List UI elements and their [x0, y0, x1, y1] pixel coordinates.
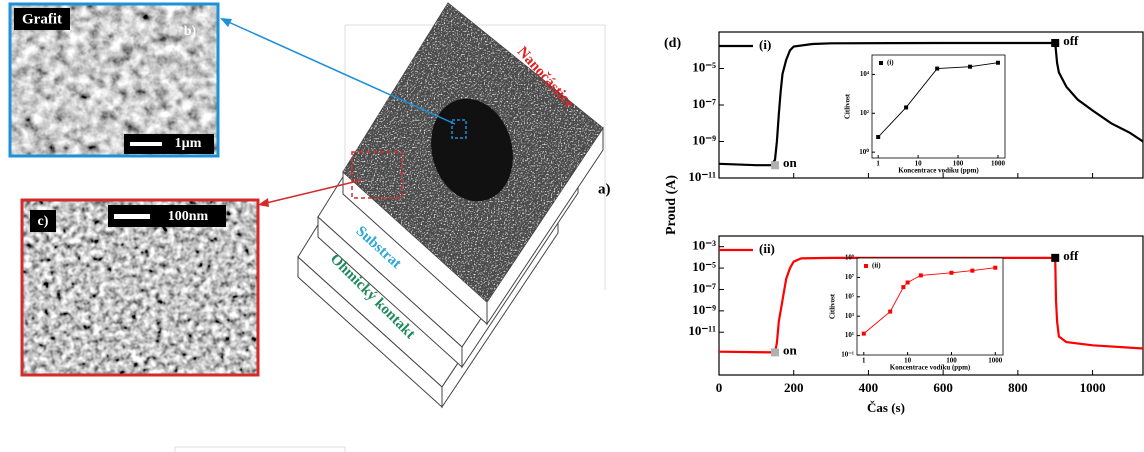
legend-label: (ii) [759, 241, 775, 256]
y-tick-label: 10⁻¹ [841, 351, 854, 359]
data-point [905, 280, 910, 285]
x-tick-label: 1 [876, 160, 880, 168]
y-tick-label: 10⁴ [860, 70, 870, 78]
data-point [861, 331, 866, 336]
y-axis-label: Proud (A) [664, 175, 679, 235]
data-point [876, 135, 881, 140]
plot-frame [718, 31, 1144, 179]
plot-frame [856, 257, 1004, 356]
legend-marker [879, 61, 883, 65]
data-point [949, 270, 954, 275]
x-tick-label: 100 [953, 160, 964, 168]
legend-label: (i) [759, 37, 771, 52]
state-label: off [1063, 33, 1079, 48]
x-tick-label: 1000 [1080, 380, 1106, 395]
state-marker [771, 348, 780, 357]
y-axis-label: Citlivost [844, 93, 852, 119]
data-point [901, 285, 906, 290]
x-tick-label: 1 [862, 357, 866, 365]
y-tick-label: 10⁻⁹ [692, 302, 716, 317]
data-point [970, 268, 975, 273]
y-tick-label: 10⁹ [845, 254, 854, 262]
legend-marker [864, 264, 868, 268]
series-line [863, 267, 996, 334]
y-tick-label: 10¹ [845, 331, 854, 339]
data-point [935, 66, 940, 71]
x-tick-label: 10 [904, 357, 912, 365]
data-point [888, 309, 893, 314]
scale-bar-label: 1µm [175, 136, 202, 151]
data-point [918, 273, 923, 278]
data-point [968, 64, 973, 69]
series-line [718, 41, 1144, 167]
y-tick-label: 10³ [845, 312, 854, 320]
panel-label: c) [38, 214, 49, 229]
y-tick-label: 10⁻⁵ [692, 259, 716, 274]
legend-label: (i) [887, 59, 894, 67]
x-tick-label: 10 [915, 160, 923, 168]
state-label: on [783, 342, 798, 357]
x-axis-label: Koncentrace vodíku (ppm) [898, 167, 979, 175]
micrograph-tag: Grafit [22, 11, 62, 27]
x-tick-label: 200 [784, 380, 804, 395]
panel-label: a) [598, 181, 611, 197]
data-point [904, 105, 909, 110]
y-tick-label: 10⁻¹¹ [688, 169, 716, 184]
inset-background [857, 258, 1003, 355]
micrograph-b: Grafit b) 1µm [8, 2, 220, 158]
data-point [993, 265, 998, 270]
x-tick-label: 0 [716, 380, 723, 395]
device: a) Nanočástice Substrat Ohmický kontakt [220, 2, 611, 409]
x-tick-label: 1000 [991, 160, 1006, 168]
scale-bar-label: 100nm [168, 209, 209, 224]
y-tick-label: 10⁻⁷ [692, 280, 716, 295]
x-tick-label: 400 [859, 380, 879, 395]
x-tick-label: 600 [933, 380, 953, 395]
inset-background [872, 55, 1005, 158]
y-tick-label: 10⁻⁵ [692, 59, 716, 74]
series-line [718, 256, 1144, 354]
x-tick-label: 100 [946, 357, 957, 365]
plot-frame [871, 54, 1006, 159]
data-point [995, 60, 1000, 65]
y-axis-label: Citlivost [829, 293, 837, 319]
state-label: on [783, 155, 798, 170]
x-tick-label: 1000 [988, 357, 1003, 365]
plot-frame [718, 235, 1144, 376]
state-marker [771, 161, 780, 170]
y-tick-label: 10⁰ [859, 148, 869, 156]
y-tick-label: 10⁷ [845, 273, 854, 281]
state-label: off [1063, 248, 1079, 263]
panel-label: b) [184, 24, 197, 39]
x-axis-label: Čas (s) [867, 400, 905, 415]
state-marker [1051, 38, 1060, 47]
y-tick-label: 10⁻¹¹ [688, 323, 716, 338]
panel-label: (d) [664, 36, 681, 51]
legend-label: (ii) [872, 262, 881, 270]
y-tick-label: 10⁻⁹ [692, 132, 716, 147]
x-tick-label: 800 [1008, 380, 1028, 395]
state-marker [1051, 253, 1060, 262]
x-axis-label: Koncentrace vodíku (ppm) [890, 364, 971, 372]
y-tick-label: 10⁻³ [692, 238, 716, 253]
y-tick-label: 10² [860, 109, 869, 117]
micrograph-c: c) 100nm [20, 198, 260, 377]
y-tick-label: 10⁻⁷ [692, 96, 716, 111]
y-tick-label: 10⁵ [845, 292, 854, 300]
